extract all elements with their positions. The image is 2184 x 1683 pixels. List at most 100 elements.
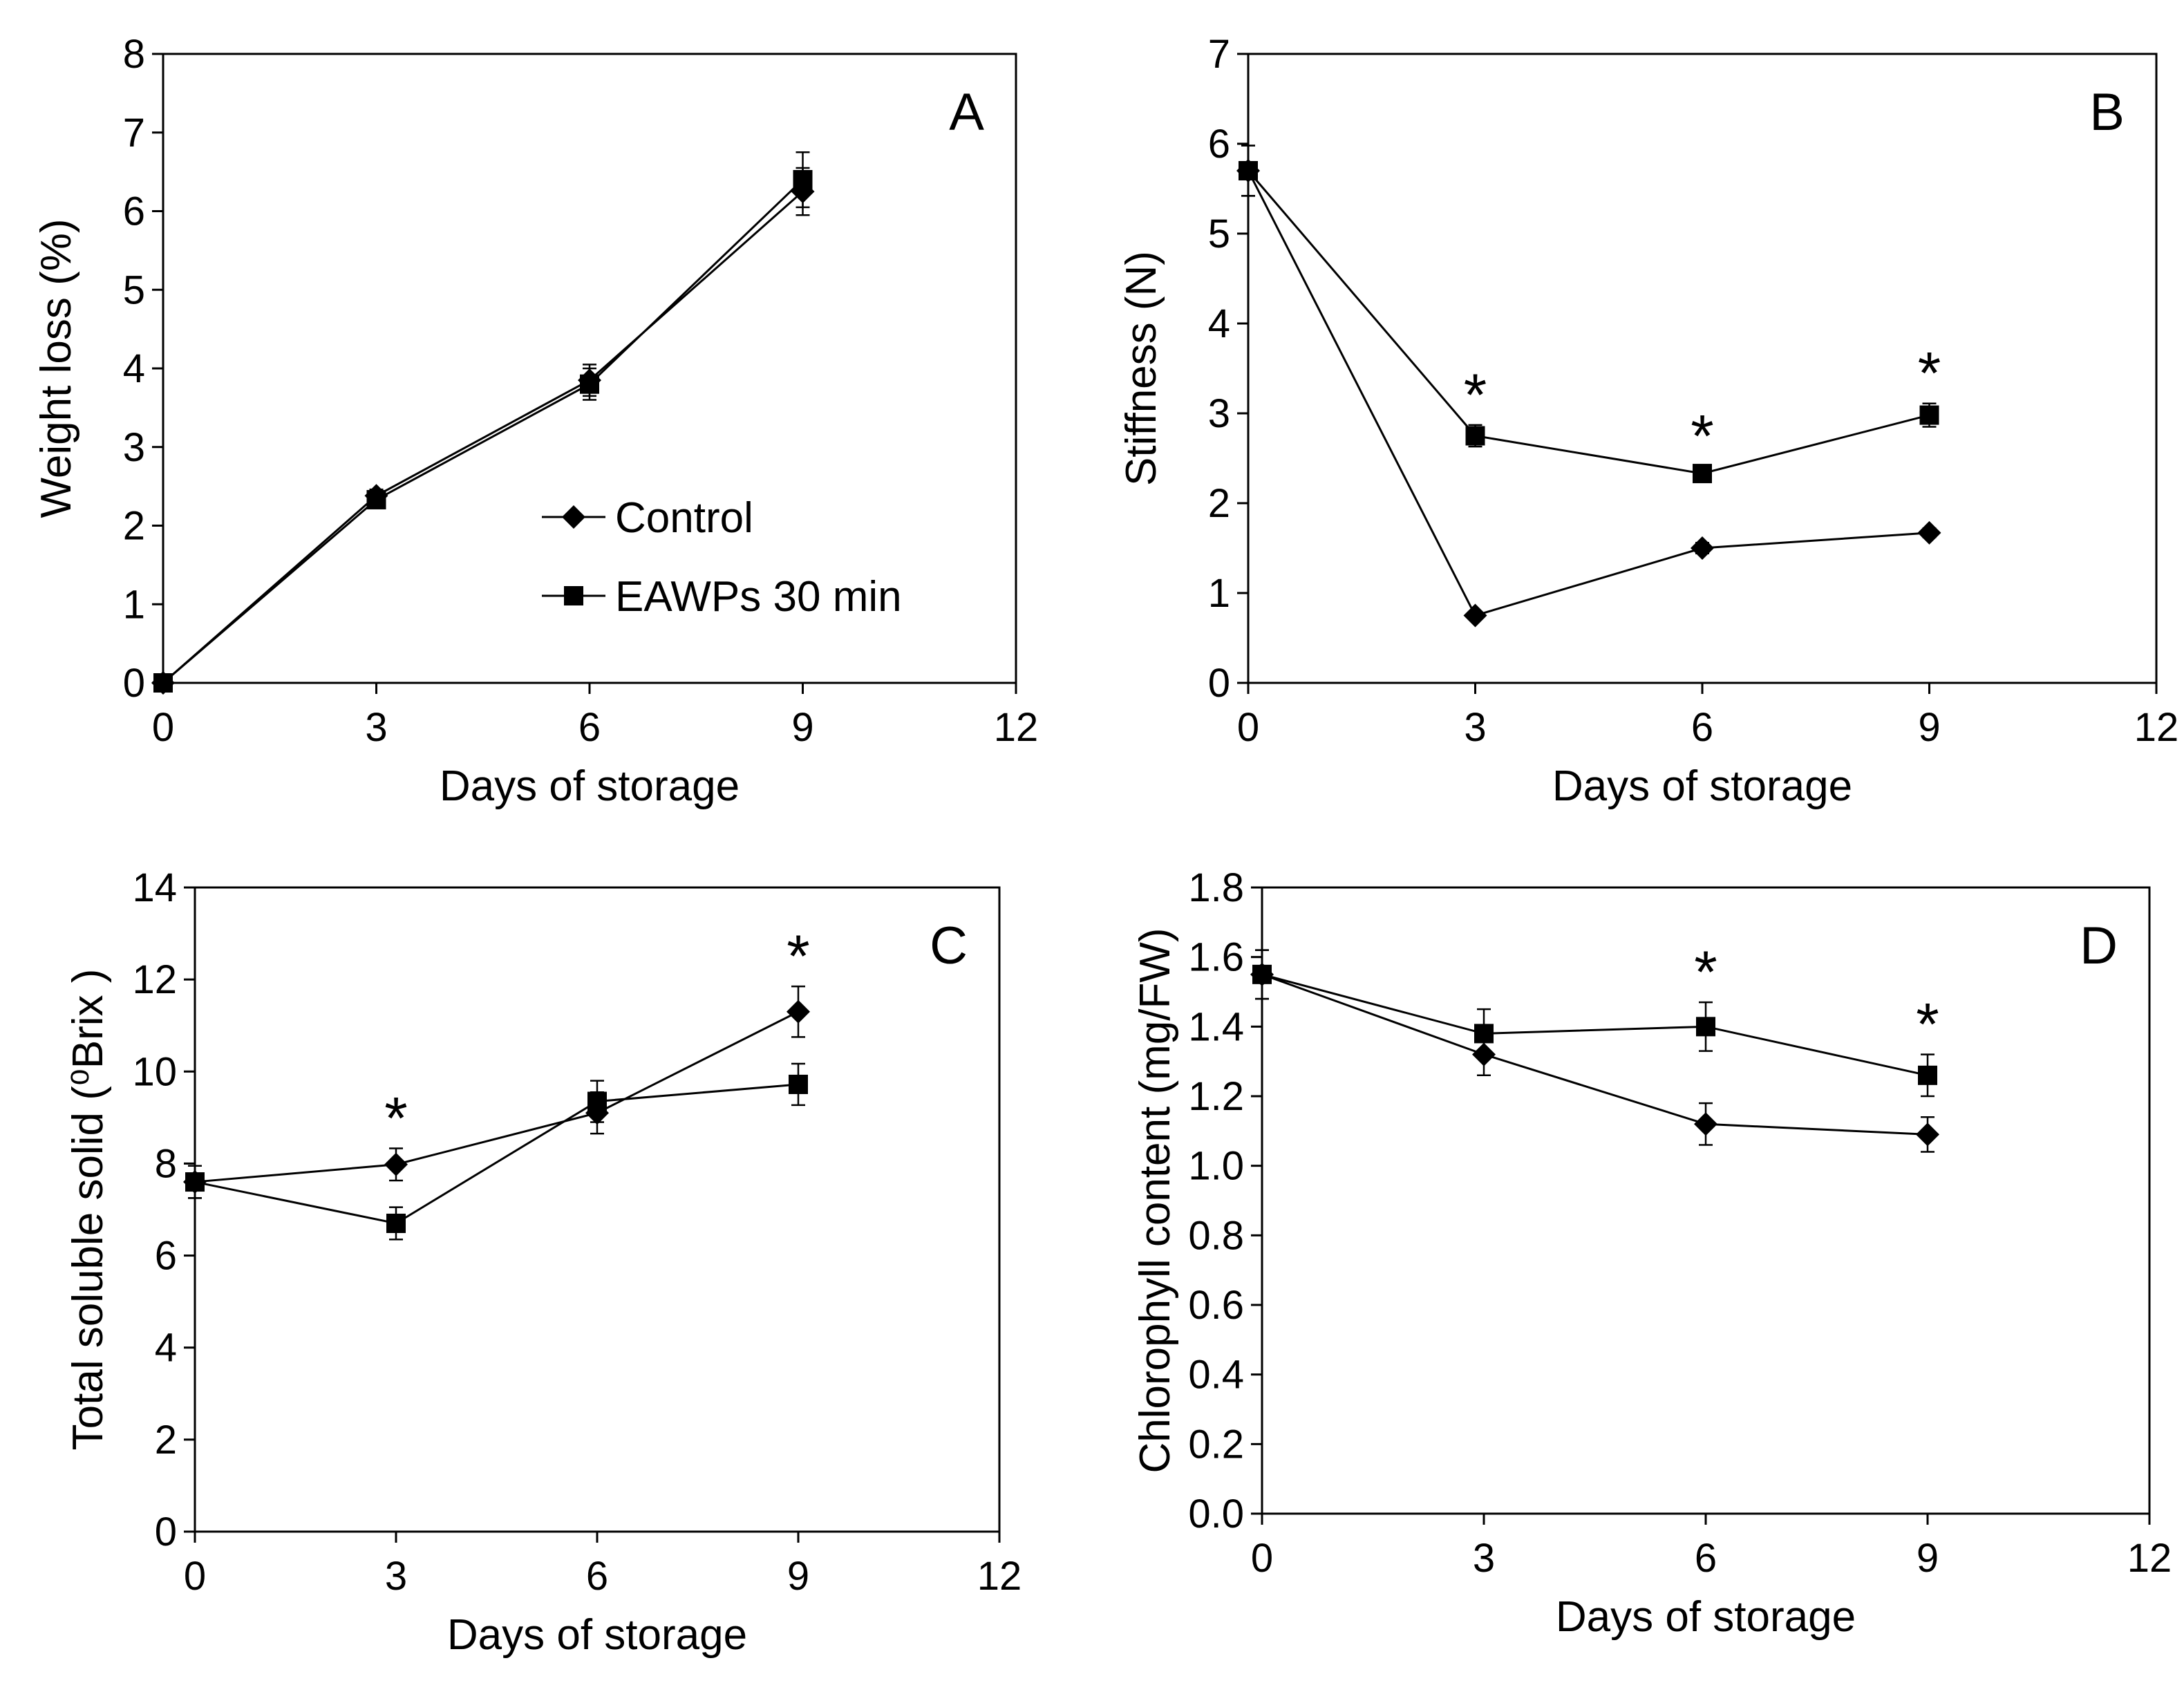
- panel-b-y-tick-label: 6: [1208, 122, 1230, 167]
- panel-d-y-tick-label: 1.2: [1188, 1074, 1244, 1119]
- panel-a-control-line: [162, 190, 804, 684]
- panel-b-frame: [1247, 53, 2158, 684]
- panel-b-letter: B: [2089, 83, 2125, 142]
- panel-a-y-axis-title: Weight loss (%): [32, 219, 80, 518]
- panel-d-letter: D: [2080, 916, 2118, 975]
- panel-b-eawps-line: [1247, 170, 1930, 475]
- panel-a-eawps-point: [366, 489, 386, 509]
- panel-b-eawps-point: [1465, 426, 1485, 446]
- panel-d-x-tick-label: 12: [2127, 1536, 2172, 1581]
- panel-c-x-tick-label: 3: [385, 1554, 407, 1599]
- panel-c-frame: [194, 886, 1001, 1533]
- panel-b-y-tick-label: 4: [1208, 301, 1230, 346]
- panel-a-y-tick-label: 1: [123, 582, 145, 627]
- panel-a-x-tick-label: 6: [578, 705, 601, 750]
- panel-c-y-tick-label: 2: [155, 1418, 177, 1463]
- panel-d-y-tick-label: 1.6: [1188, 935, 1244, 980]
- panel-d-y-tick-label: 0.6: [1188, 1283, 1244, 1328]
- panel-a-x-tick-label: 9: [791, 705, 813, 750]
- panel-d-y-tick-label: 0.8: [1188, 1213, 1244, 1258]
- panel-d-y-axis-title: Chlorophyll content (mg/FW): [1131, 928, 1179, 1473]
- panel-a-eawps-point: [580, 374, 599, 394]
- panel-c: 0 2 4 6 8 10 12 14 0 3 6 9 12 Days of storage Total so…: [64, 865, 1022, 1659]
- panel-a-letter: A: [949, 83, 984, 142]
- panel-b-x-tick-label: 6: [1691, 705, 1713, 750]
- panel-c-y-tick-label: 4: [155, 1326, 177, 1371]
- legend: Control EAWPs 30 min: [542, 494, 902, 621]
- panel-a-eawps-point: [793, 170, 813, 189]
- panel-c-y-tick-label: 0: [155, 1510, 177, 1554]
- panel-d-eawps-point: [1918, 1065, 1937, 1085]
- panel-c-x-tick-label: 6: [586, 1554, 608, 1599]
- panel-d-x-tick-label: 9: [1917, 1536, 1939, 1581]
- panel-d-significance-star: *: [1694, 939, 1717, 1006]
- legend-marker-control: [562, 505, 585, 529]
- legend-marker-eawps: [564, 586, 583, 605]
- panel-c-eawps-line: [194, 1083, 799, 1225]
- panel-b-y-tick-label: 2: [1208, 481, 1230, 526]
- panel-d-y-tick-label: 0.0: [1188, 1492, 1244, 1536]
- panel-b-x-axis-title: Days of storage: [1552, 762, 1852, 810]
- panel-b-y-axis-title: Stiffness (N): [1118, 251, 1165, 486]
- panel-b-x-tick-label: 12: [2134, 705, 2179, 750]
- panel-c-control-point: [384, 1152, 408, 1176]
- panel-c-y-tick-label: 14: [132, 865, 177, 910]
- panel-a-y-tick-label: 3: [123, 425, 145, 470]
- panel-b-significance-star: *: [1918, 341, 1941, 407]
- panel-a-y-tick-label: 2: [123, 504, 145, 549]
- panel-c-control-line: [194, 1010, 799, 1183]
- panel-b-eawps-point: [1919, 405, 1939, 425]
- panel-b-significance-star: *: [1464, 362, 1487, 429]
- panel-c-y-axis-title: Total soluble solid (⁰Brix ): [64, 969, 112, 1451]
- panel-a-y-tick-label: 6: [123, 189, 145, 234]
- panel-d-significance-star: *: [1916, 992, 1939, 1058]
- panel-b-y-tick-label: 3: [1208, 391, 1230, 436]
- panel-a-eawps-point: [153, 673, 173, 693]
- legend-label-control: Control: [615, 494, 753, 542]
- panel-d-eawps-point: [1696, 1017, 1715, 1037]
- panel-d-control-point: [1694, 1112, 1717, 1136]
- panel-b-y-tick-label: 1: [1208, 571, 1230, 616]
- panel-c-x-tick-label: 9: [787, 1554, 809, 1599]
- panel-d-y-tick-label: 0.2: [1188, 1422, 1244, 1467]
- panel-c-y-tick-label: 10: [132, 1049, 177, 1094]
- panel-c-significance-star: *: [787, 923, 809, 990]
- panel-d-eawps-point: [1474, 1024, 1494, 1044]
- panel-d-y-tick-label: 1.4: [1188, 1004, 1244, 1049]
- panel-c-letter: C: [930, 916, 968, 975]
- panel-a-y-tick-label: 5: [123, 267, 145, 312]
- panel-b-x-tick-label: 9: [1918, 705, 1940, 750]
- panel-d-x-tick-label: 3: [1473, 1536, 1495, 1581]
- panel-d-y-tick-label: 0.4: [1188, 1353, 1244, 1398]
- panel-c-control-point: [787, 999, 810, 1024]
- panel-c-significance-star: *: [384, 1085, 407, 1151]
- panel-c-eawps-point: [185, 1172, 205, 1192]
- panel-b-x-tick-label: 3: [1464, 705, 1486, 750]
- panel-c-x-axis-title: Days of storage: [447, 1611, 747, 1659]
- panel-d-x-tick-label: 0: [1251, 1536, 1273, 1581]
- panel-a-x-tick-label: 12: [994, 705, 1039, 750]
- panel-c-y-tick-label: 8: [155, 1141, 177, 1186]
- panel-b-y-tick-label: 0: [1208, 661, 1230, 706]
- panel-a-y-tick-label: 7: [123, 111, 145, 156]
- panel-d-y-tick-label: 1.0: [1188, 1144, 1244, 1189]
- panel-c-y-tick-label: 6: [155, 1234, 177, 1279]
- panel-c-x-tick-label: 0: [184, 1554, 206, 1599]
- panel-d-x-axis-title: Days of storage: [1556, 1593, 1856, 1641]
- panel-b-x-tick-label: 0: [1237, 705, 1259, 750]
- panel-a-x-tick-label: 0: [152, 705, 174, 750]
- panel-d-control-line: [1261, 973, 1928, 1136]
- panel-b-control-point: [1691, 536, 1714, 560]
- panel-b-y-tick-label: 5: [1208, 211, 1230, 256]
- panel-b-y-tick-label: 7: [1208, 32, 1230, 77]
- panel-c-eawps-point: [386, 1213, 406, 1233]
- panel-a-x-tick-label: 3: [365, 705, 387, 750]
- legend-item-eawps: EAWPs 30 min: [542, 573, 902, 621]
- panel-d-y-tick-label: 1.8: [1188, 865, 1244, 910]
- panel-c-eawps-point: [789, 1074, 808, 1094]
- panel-a-eawps-line: [162, 178, 804, 684]
- panel-b-control-point: [1463, 603, 1487, 628]
- panel-d-x-tick-label: 6: [1695, 1536, 1717, 1581]
